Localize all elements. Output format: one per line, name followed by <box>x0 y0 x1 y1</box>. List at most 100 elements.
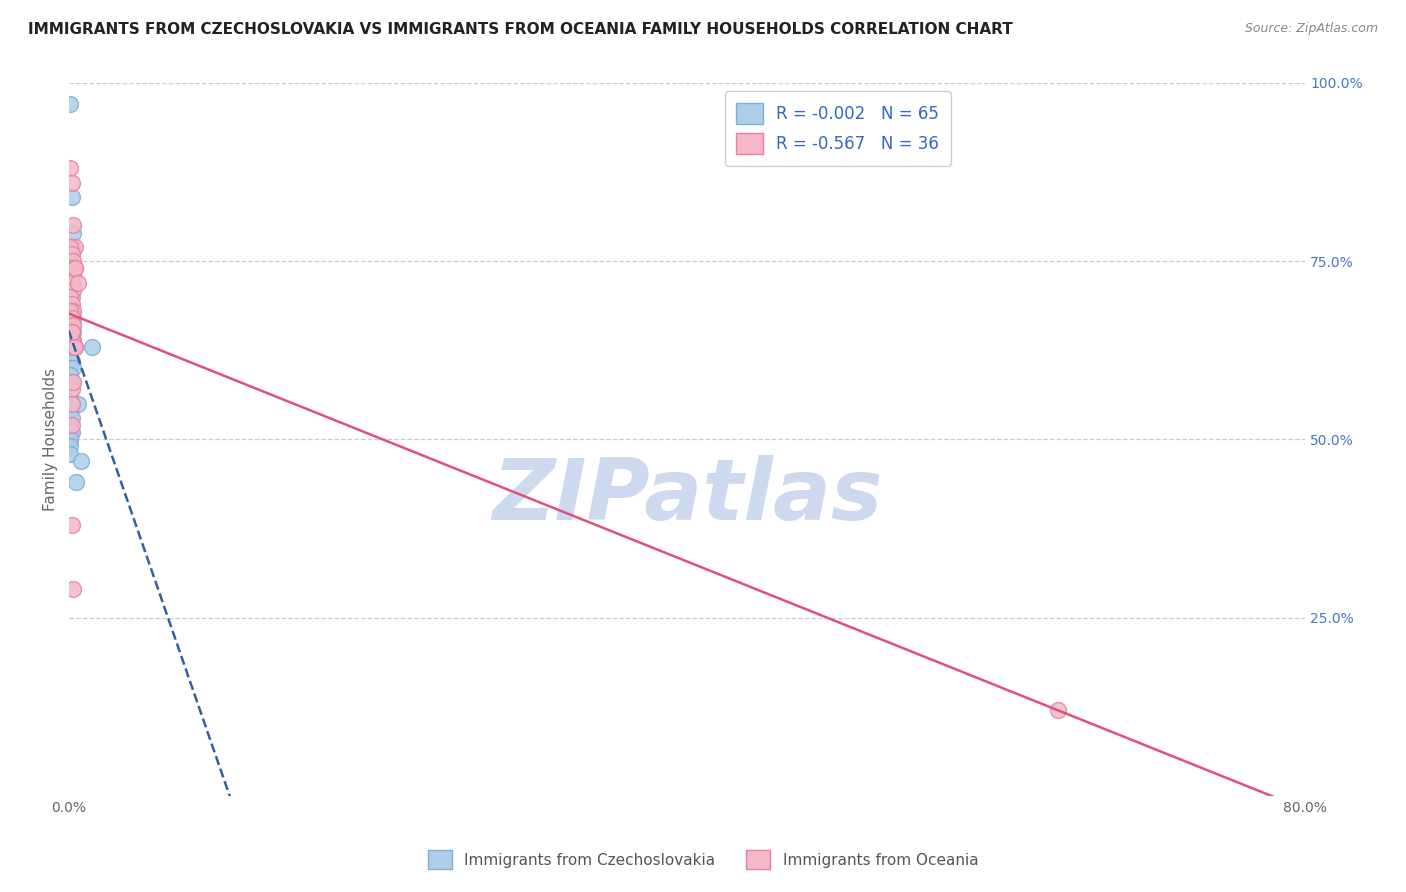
Point <box>59 297 82 311</box>
Point <box>60 304 83 318</box>
Point <box>60 297 83 311</box>
Point <box>60 268 83 283</box>
Point <box>59 326 82 340</box>
Point <box>59 390 82 404</box>
Point <box>63 261 86 276</box>
Legend: R = -0.002   N = 65, R = -0.567   N = 36: R = -0.002 N = 65, R = -0.567 N = 36 <box>724 91 950 166</box>
Point <box>60 326 83 340</box>
Point <box>60 247 83 261</box>
Point <box>59 276 82 290</box>
Point <box>59 97 82 112</box>
Point <box>59 340 82 354</box>
Point <box>59 240 82 254</box>
Point <box>59 304 82 318</box>
Point <box>80 340 103 354</box>
Point <box>59 261 82 276</box>
Point <box>60 383 83 397</box>
Point <box>62 318 84 333</box>
Point <box>63 340 86 354</box>
Point <box>60 397 83 411</box>
Point <box>60 411 83 425</box>
Point <box>62 318 84 333</box>
Point <box>60 517 83 532</box>
Point <box>59 425 82 440</box>
Point <box>59 383 82 397</box>
Point <box>60 311 83 326</box>
Point <box>59 247 82 261</box>
Point <box>59 347 82 361</box>
Point <box>59 161 82 176</box>
Point <box>59 446 82 460</box>
Point <box>60 376 83 390</box>
Point <box>60 318 83 333</box>
Point <box>59 268 82 283</box>
Point <box>59 276 82 290</box>
Point <box>60 340 83 354</box>
Point <box>62 304 84 318</box>
Text: Source: ZipAtlas.com: Source: ZipAtlas.com <box>1244 22 1378 36</box>
Point <box>59 254 82 268</box>
Point <box>60 268 83 283</box>
Point <box>59 347 82 361</box>
Point <box>59 418 82 433</box>
Point <box>60 176 83 190</box>
Point <box>59 290 82 304</box>
Point <box>62 226 84 240</box>
Point <box>59 290 82 304</box>
Point <box>60 354 83 368</box>
Point <box>60 326 83 340</box>
Point <box>66 276 89 290</box>
Point <box>60 340 83 354</box>
Point <box>59 404 82 418</box>
Point <box>59 354 82 368</box>
Point <box>59 361 82 376</box>
Point <box>62 376 84 390</box>
Point <box>60 326 83 340</box>
Y-axis label: Family Households: Family Households <box>44 368 58 511</box>
Point <box>63 240 86 254</box>
Point <box>59 340 82 354</box>
Point <box>59 433 82 447</box>
Point <box>62 361 84 376</box>
Point <box>1047 703 1070 717</box>
Point <box>60 276 83 290</box>
Point <box>59 333 82 347</box>
Point <box>60 290 83 304</box>
Point <box>62 326 84 340</box>
Point <box>62 268 84 283</box>
Point <box>60 190 83 204</box>
Point <box>70 453 93 467</box>
Point <box>60 418 83 433</box>
Point <box>62 219 84 233</box>
Point <box>60 240 83 254</box>
Legend: Immigrants from Czechoslovakia, Immigrants from Oceania: Immigrants from Czechoslovakia, Immigran… <box>422 844 984 875</box>
Point <box>59 368 82 383</box>
Text: ZIPatlas: ZIPatlas <box>492 455 882 538</box>
Point <box>62 340 84 354</box>
Point <box>59 311 82 326</box>
Point <box>62 254 84 268</box>
Point <box>65 475 87 489</box>
Point <box>59 376 82 390</box>
Point <box>60 340 83 354</box>
Point <box>59 304 82 318</box>
Point <box>59 433 82 447</box>
Point <box>60 333 83 347</box>
Point <box>62 283 84 297</box>
Point <box>59 397 82 411</box>
Point <box>59 240 82 254</box>
Point <box>60 326 83 340</box>
Point <box>60 276 83 290</box>
Point <box>59 333 82 347</box>
Point <box>59 318 82 333</box>
Point <box>62 333 84 347</box>
Point <box>59 440 82 454</box>
Point <box>59 283 82 297</box>
Point <box>59 326 82 340</box>
Point <box>59 290 82 304</box>
Text: IMMIGRANTS FROM CZECHOSLOVAKIA VS IMMIGRANTS FROM OCEANIA FAMILY HOUSEHOLDS CORR: IMMIGRANTS FROM CZECHOSLOVAKIA VS IMMIGR… <box>28 22 1012 37</box>
Point <box>62 311 84 326</box>
Point <box>66 397 89 411</box>
Point <box>63 340 86 354</box>
Point <box>63 261 86 276</box>
